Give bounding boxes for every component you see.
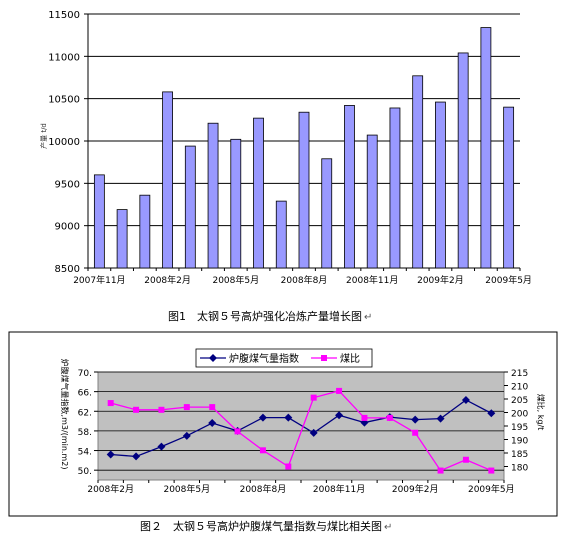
data-point bbox=[209, 404, 215, 410]
data-point bbox=[311, 395, 317, 401]
data-point bbox=[412, 430, 418, 436]
y-tick-label: 9000 bbox=[55, 222, 80, 233]
x-tick-label: 2008年11月 bbox=[346, 274, 398, 286]
y-tick-label: 70. bbox=[78, 369, 92, 379]
bar bbox=[254, 118, 264, 268]
y2-tick-label: 190 bbox=[511, 437, 528, 447]
y2-tick-label: 185 bbox=[511, 450, 528, 460]
y-tick-label: 10000 bbox=[48, 137, 80, 148]
y-tick-label: 54. bbox=[78, 448, 92, 458]
x-tick-label: 2009年2月 bbox=[392, 483, 439, 495]
y2-tick-label: 195 bbox=[511, 423, 528, 433]
data-point bbox=[158, 407, 164, 413]
data-point bbox=[336, 388, 342, 394]
y-tick-label: 50. bbox=[78, 467, 92, 477]
y2-tick-label: 205 bbox=[511, 396, 528, 406]
chart-bosh-gas-vs-coal-ratio: 50. 54. 58. 62. 66. 70. 180 185 190 195 200 205 210 2… bbox=[0, 328, 571, 528]
figure2-caption: 图２ 太钢５号高炉炉腹煤气量指数与煤比相关图 ↵ bbox=[140, 518, 392, 534]
bar bbox=[504, 107, 514, 268]
chart-production-growth: 8500 9000 9500 10000 10500 11000 11500 产量 t/d 20… bbox=[0, 0, 571, 300]
y-tick-label: 11500 bbox=[48, 10, 80, 21]
y2-tick-label: 210 bbox=[511, 383, 528, 393]
bar bbox=[231, 139, 241, 268]
x-tick-label: 2008年8月 bbox=[240, 483, 287, 495]
bar bbox=[117, 210, 127, 268]
x-tick-label: 2009年5月 bbox=[468, 483, 515, 495]
bar bbox=[481, 28, 491, 268]
x-tick-label: 2008年5月 bbox=[163, 483, 210, 495]
paragraph-mark: ↵ bbox=[384, 522, 392, 533]
x-tick-label: 2009年2月 bbox=[417, 274, 464, 286]
data-point bbox=[438, 468, 444, 474]
bar bbox=[208, 123, 218, 268]
x-tick-label: 2008年2月 bbox=[144, 274, 191, 286]
x-tick-label: 2008年2月 bbox=[87, 483, 134, 495]
bar bbox=[185, 146, 195, 268]
bar bbox=[163, 92, 173, 268]
bar bbox=[344, 105, 354, 268]
data-point bbox=[488, 468, 494, 474]
data-point bbox=[133, 407, 139, 413]
bar bbox=[390, 108, 400, 268]
y-tick-label: 9500 bbox=[55, 179, 80, 190]
y2-tick-label: 200 bbox=[511, 410, 528, 420]
y-axis-title: 炉腹煤气量指数,m3/(min.m2) bbox=[60, 359, 70, 470]
y2-axis-title: 煤比, kg/t bbox=[536, 394, 546, 431]
data-point bbox=[260, 447, 266, 453]
y-tick-label: 11000 bbox=[48, 52, 80, 63]
bar bbox=[367, 135, 377, 268]
legend-label: 煤比 bbox=[340, 352, 360, 365]
bar bbox=[299, 112, 309, 268]
data-point bbox=[235, 428, 241, 434]
data-point bbox=[184, 404, 190, 410]
x-tick-label: 2009年5月 bbox=[485, 274, 532, 286]
bar bbox=[413, 76, 423, 268]
bar bbox=[94, 175, 104, 268]
data-point bbox=[285, 464, 291, 470]
figure2-caption-text: 图２ 太钢５号高炉炉腹煤气量指数与煤比相关图 bbox=[140, 520, 382, 533]
figure1-caption: 图1 太钢５号高炉强化冶炼产量增长图 ↵ bbox=[168, 308, 372, 324]
data-point bbox=[361, 415, 367, 421]
paragraph-mark: ↵ bbox=[364, 312, 372, 323]
bar bbox=[322, 159, 332, 268]
legend-marker bbox=[321, 355, 327, 361]
legend: 炉腹煤气量指数 煤比 bbox=[196, 349, 372, 367]
figure1-caption-text: 图1 太钢５号高炉强化冶炼产量增长图 bbox=[168, 310, 362, 323]
x-tick-label: 2007年11月 bbox=[73, 274, 125, 286]
y-tick-label: 10500 bbox=[48, 95, 80, 106]
y-axis-title: 产量 t/d bbox=[39, 123, 48, 149]
bar bbox=[458, 53, 468, 268]
data-point bbox=[463, 457, 469, 463]
data-point bbox=[387, 415, 393, 421]
y-tick-label: 58. bbox=[78, 428, 92, 438]
y-tick-label: 8500 bbox=[55, 264, 80, 275]
bar bbox=[140, 195, 150, 268]
y2-tick-label: 215 bbox=[511, 369, 528, 379]
bar bbox=[435, 102, 445, 268]
bar bbox=[276, 201, 286, 268]
x-tick-label: 2008年8月 bbox=[281, 274, 328, 286]
data-point bbox=[108, 400, 114, 406]
x-tick-label: 2008年11月 bbox=[313, 483, 365, 495]
y2-tick-label: 180 bbox=[511, 464, 528, 474]
x-tick-label: 2008年5月 bbox=[212, 274, 259, 286]
y-tick-label: 62. bbox=[78, 408, 92, 418]
legend-label: 炉腹煤气量指数 bbox=[229, 352, 299, 365]
y-tick-label: 66. bbox=[78, 389, 92, 399]
